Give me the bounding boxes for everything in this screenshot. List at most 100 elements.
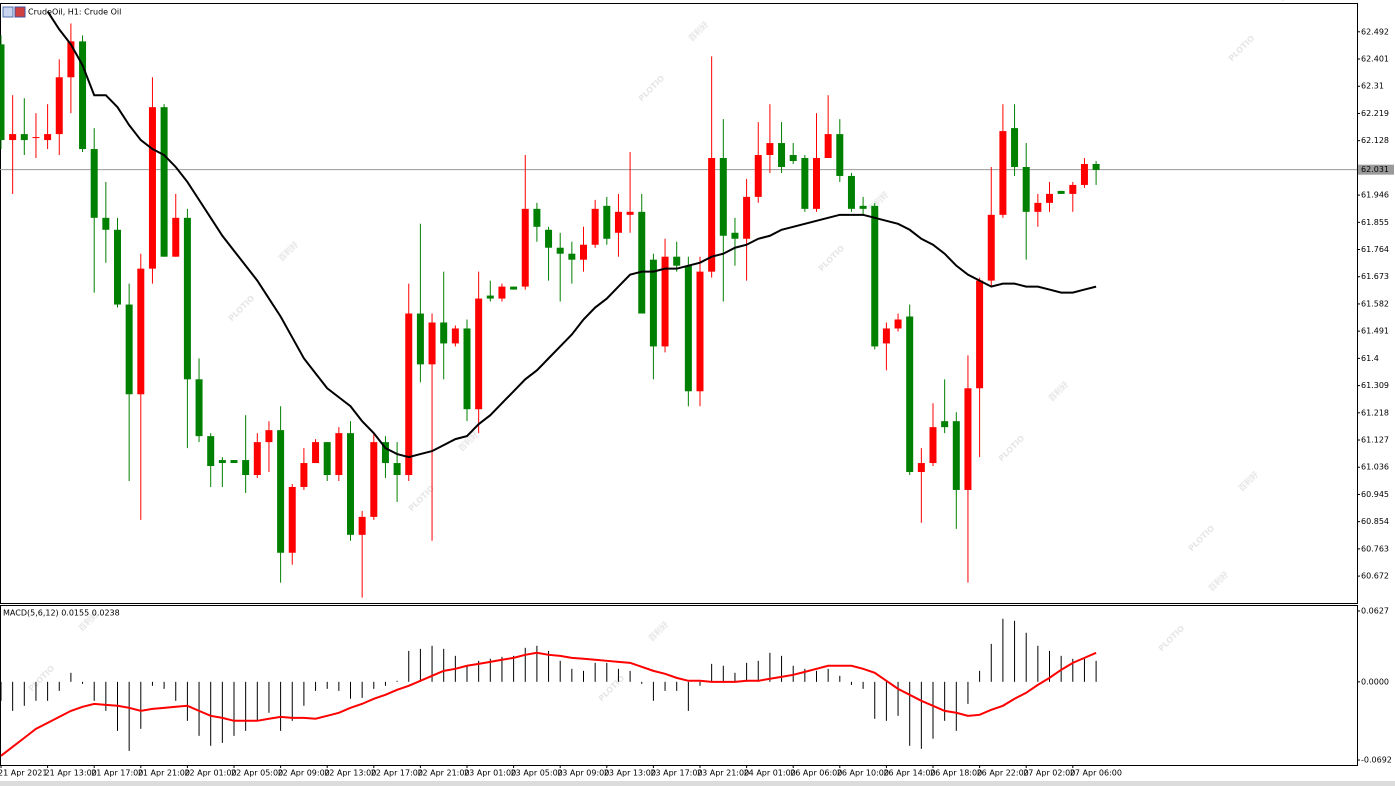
candle-body [1046, 193, 1053, 203]
y-tick-label: 0.0627 [1361, 606, 1389, 615]
candle-body [556, 247, 564, 254]
candle-body [847, 175, 855, 209]
candle-body [323, 442, 331, 476]
candle-body [1034, 202, 1042, 212]
candle-body [463, 328, 471, 410]
candle-body [242, 460, 250, 476]
y-tick-label: 61.855 [1361, 218, 1389, 227]
x-tick-label: 26 Apr 06:00 [790, 769, 842, 778]
candle-body [591, 208, 599, 245]
x-tick-label: 21 Apr 13:00 [45, 769, 97, 778]
y-tick-label: 61.673 [1361, 272, 1389, 281]
candle-body [684, 265, 692, 392]
candle-body [580, 244, 587, 260]
candle-body [754, 155, 762, 197]
candle-body [673, 256, 681, 266]
candle-body [999, 131, 1007, 215]
symbol-icon [2, 6, 14, 18]
candle-body [405, 313, 413, 476]
candle-body [696, 271, 704, 392]
candle-body [859, 205, 867, 209]
candle-body [183, 217, 191, 380]
candle-body [440, 322, 448, 344]
candle-body [253, 442, 261, 476]
y-tick-label: -0.0692 [1361, 756, 1392, 765]
candle-body [941, 421, 949, 428]
y-tick-label: 62.219 [1361, 109, 1389, 118]
candle-body [801, 158, 809, 209]
candle-body [987, 214, 995, 281]
indicator-title: MACD(5,6,12) 0.0155 0.0238 [3, 609, 120, 618]
y-tick-label: 61.218 [1361, 408, 1389, 417]
x-tick-label: 22 Apr 17:00 [371, 769, 423, 778]
candle-body [743, 196, 751, 239]
candle-body [917, 463, 925, 473]
candle-body [358, 516, 366, 535]
candle-body [230, 460, 238, 464]
chart-title: CrudeOil, H1: Crude Oil [28, 8, 121, 17]
x-tick-label: 26 Apr 10:00 [837, 769, 889, 778]
candle-body [1057, 190, 1065, 194]
x-tick-label: 27 Apr 06:00 [1070, 769, 1122, 778]
candle-body [836, 134, 844, 176]
y-tick-label: 61.764 [1361, 245, 1389, 254]
candle-body [661, 256, 669, 347]
candle-body [381, 442, 389, 464]
candle-body [312, 442, 320, 464]
candle-body [789, 155, 797, 162]
candle-body [719, 158, 727, 236]
y-tick-label: 61.127 [1361, 436, 1389, 445]
candle-body [929, 427, 937, 464]
x-tick-label: 22 Apr 05:00 [231, 769, 283, 778]
candle-body [906, 316, 914, 473]
candle-body [90, 149, 98, 218]
symbol-icon [14, 6, 26, 18]
candle-body [952, 421, 960, 490]
y-tick-label: 61.946 [1361, 191, 1389, 200]
x-tick-label: 26 Apr 22:00 [977, 769, 1029, 778]
candle-body [1022, 166, 1030, 212]
y-tick-label: 61.4 [1361, 354, 1379, 363]
y-tick-label: 62.31 [1361, 82, 1384, 91]
candle-body [55, 77, 63, 135]
x-tick-label: 24 Apr 01:00 [744, 769, 796, 778]
candle-body [626, 211, 634, 215]
candle-body [1092, 163, 1100, 170]
candle-body [778, 143, 786, 167]
candle-body [766, 143, 774, 156]
candle-body [79, 41, 87, 150]
candle-body [824, 134, 832, 159]
candle-body [533, 208, 541, 227]
candle-body [218, 460, 226, 464]
x-tick-label: 23 Apr 09:00 [557, 769, 609, 778]
last-price-label: 62.031 [1361, 165, 1389, 174]
candle-body [416, 313, 424, 365]
x-tick-label: 23 Apr 17:00 [650, 769, 702, 778]
y-tick-label: 60.672 [1361, 572, 1389, 581]
candle-body [0, 44, 5, 141]
candle-body [964, 388, 972, 490]
indicator-line [46, 10, 1097, 459]
candle-body [393, 463, 401, 476]
x-tick-label: 21 Apr 21:00 [138, 769, 190, 778]
x-tick-label: 26 Apr 18:00 [930, 769, 982, 778]
candle-body [137, 268, 145, 395]
candle-body [172, 217, 180, 257]
x-tick-label: 23 Apr 13:00 [604, 769, 656, 778]
candle-body [160, 107, 168, 257]
x-tick-label: 26 Apr 14:00 [883, 769, 935, 778]
candle-body [114, 229, 121, 305]
x-tick-label: 21 Apr 17:00 [91, 769, 143, 778]
candle-body [288, 486, 296, 553]
candle-body [1080, 163, 1088, 185]
x-tick-label: 23 Apr 05:00 [511, 769, 563, 778]
candle-body [1069, 184, 1077, 194]
candle-body [102, 217, 110, 230]
candle-body [9, 134, 17, 141]
candle-body [614, 211, 622, 233]
candle-body [277, 430, 285, 553]
scrollbar [0, 781, 1395, 786]
y-tick-label: 62.128 [1361, 136, 1389, 145]
